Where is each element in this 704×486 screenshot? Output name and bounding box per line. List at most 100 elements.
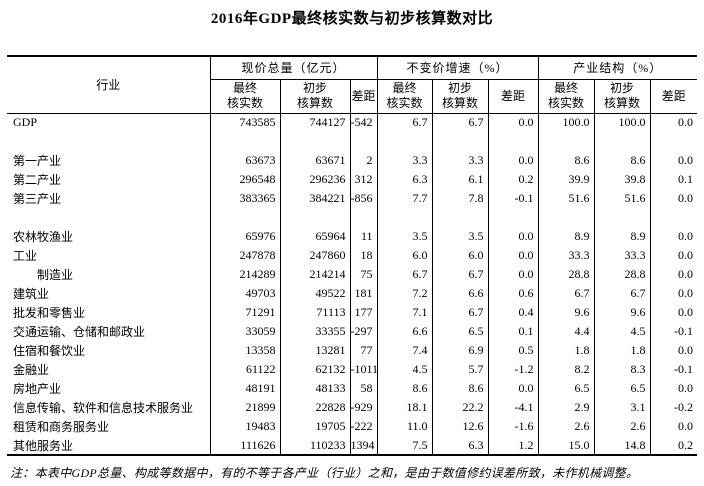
cell-value: 6.0 <box>431 246 489 265</box>
cell-value: 247878 <box>209 246 280 265</box>
spacer-cell <box>487 132 539 151</box>
cell-value: 33059 <box>209 322 280 341</box>
cell-value: 62132 <box>279 360 350 379</box>
table-body: GDP 743585 744127 -542 6.7 6.7 0.0 100.0 100.0 0.… <box>7 113 698 455</box>
row-label: 其他服务业 <box>7 436 211 455</box>
cell-value: 0.0 <box>649 189 698 208</box>
cell-value: 6.9 <box>431 341 489 360</box>
column-header-gap: 差距 <box>649 79 698 114</box>
cell-value: 744127 <box>279 113 350 132</box>
row-label: 房地产业 <box>7 379 211 398</box>
cell-value: 0.0 <box>649 379 698 398</box>
cell-value: 0.0 <box>487 379 539 398</box>
cell-value: 312 <box>349 170 378 189</box>
cell-value: 1.8 <box>593 341 651 360</box>
cell-value: 7.4 <box>376 341 433 360</box>
cell-value: 0.0 <box>649 284 698 303</box>
cell-value: 21899 <box>209 398 280 417</box>
cell-value: 61122 <box>209 360 280 379</box>
cell-value: 8.3 <box>593 360 651 379</box>
cell-value: 4.4 <box>537 322 595 341</box>
spacer-cell <box>376 208 433 227</box>
cell-value: -929 <box>349 398 378 417</box>
table-row: 交通运输、仓储和邮政业 33059 33355 -297 6.6 6.5 0.1 4.4 4.5… <box>7 322 698 341</box>
row-label: 住宿和餐饮业 <box>7 341 211 360</box>
cell-value: 6.0 <box>376 246 433 265</box>
cell-value: 0.6 <box>487 284 539 303</box>
cell-value: -542 <box>349 113 378 132</box>
cell-value: 7.8 <box>431 189 489 208</box>
cell-value: 2.6 <box>593 417 651 436</box>
cell-value: 28.8 <box>537 265 595 284</box>
cell-value: 0.0 <box>649 303 698 322</box>
cell-value: 19705 <box>279 417 350 436</box>
cell-value: 5.7 <box>431 360 489 379</box>
cell-value: 8.6 <box>593 151 651 170</box>
cell-value: -1.2 <box>487 360 539 379</box>
cell-value: 49522 <box>279 284 350 303</box>
cell-value: 0.0 <box>649 417 698 436</box>
cell-value: 0.0 <box>649 227 698 246</box>
cell-value: 19483 <box>209 417 280 436</box>
cell-value: 110233 <box>279 436 350 455</box>
spacer-cell <box>376 132 433 151</box>
cell-value: 15.0 <box>537 436 595 455</box>
cell-value: 3.5 <box>376 227 433 246</box>
cell-value: 48133 <box>279 379 350 398</box>
column-header-final-verified: 最终 核实数 <box>209 79 280 114</box>
row-label: 金融业 <box>7 360 211 379</box>
cell-value: 6.7 <box>537 284 595 303</box>
row-label: GDP <box>7 113 211 132</box>
cell-value: 0.0 <box>487 113 539 132</box>
cell-value: 0.2 <box>649 436 698 455</box>
cell-value: 6.6 <box>376 322 433 341</box>
spacer-cell <box>209 132 280 151</box>
cell-value: 9.6 <box>593 303 651 322</box>
table-row: 房地产业 48191 48133 58 8.6 8.6 0.0 6.5 6.5 0.0 <box>7 379 698 398</box>
cell-value: -1.6 <box>487 417 539 436</box>
spacer-cell <box>279 132 350 151</box>
cell-value: 2.6 <box>537 417 595 436</box>
cell-value: -222 <box>349 417 378 436</box>
row-label: 租赁和商务服务业 <box>7 417 211 436</box>
spacer-cell <box>649 132 698 151</box>
cell-value: 2 <box>349 151 378 170</box>
cell-value: 71113 <box>279 303 350 322</box>
cell-value: 3.1 <box>593 398 651 417</box>
cell-value: 14.8 <box>593 436 651 455</box>
cell-value: 51.6 <box>593 189 651 208</box>
row-label: 工业 <box>7 246 211 265</box>
spacer-row <box>7 132 698 151</box>
cell-value: 1394 <box>349 436 378 455</box>
row-label: 第一产业 <box>7 151 211 170</box>
table-row: 第三产业 383365 384221 -856 7.7 7.8 -0.1 51.6 51.6 0.… <box>7 189 698 208</box>
cell-value: 4.5 <box>376 360 433 379</box>
cell-value: 65964 <box>279 227 350 246</box>
column-header-gap: 差距 <box>487 79 539 114</box>
cell-value: 71291 <box>209 303 280 322</box>
cell-value: 383365 <box>209 189 280 208</box>
cell-value: 214214 <box>279 265 350 284</box>
cell-value: 22.2 <box>431 398 489 417</box>
cell-value: 384221 <box>279 189 350 208</box>
cell-value: 77 <box>349 341 378 360</box>
cell-value: 111626 <box>209 436 280 455</box>
cell-value: 0.0 <box>487 265 539 284</box>
row-label: 农林牧渔业 <box>7 227 211 246</box>
column-header-final-verified: 最终 核实数 <box>376 79 433 114</box>
spacer-cell <box>431 132 489 151</box>
row-label: 第二产业 <box>7 170 211 189</box>
cell-value: 3.3 <box>431 151 489 170</box>
spacer-cell <box>7 132 211 151</box>
table-row: 信息传输、软件和信息技术服务业 21899 22828 -929 18.1 22.2 -4.… <box>7 398 698 417</box>
spacer-row <box>7 208 698 227</box>
cell-value: 63671 <box>279 151 350 170</box>
cell-value: 39.9 <box>537 170 595 189</box>
table-row: 农林牧渔业 65976 65964 11 3.5 3.5 0.0 8.9 8.9 0.0 <box>7 227 698 246</box>
column-header-industry: 行业 <box>7 56 211 114</box>
cell-value: 6.3 <box>376 170 433 189</box>
cell-value: 0.2 <box>487 170 539 189</box>
cell-value: 58 <box>349 379 378 398</box>
spacer-cell <box>349 132 378 151</box>
spacer-cell <box>7 208 211 227</box>
